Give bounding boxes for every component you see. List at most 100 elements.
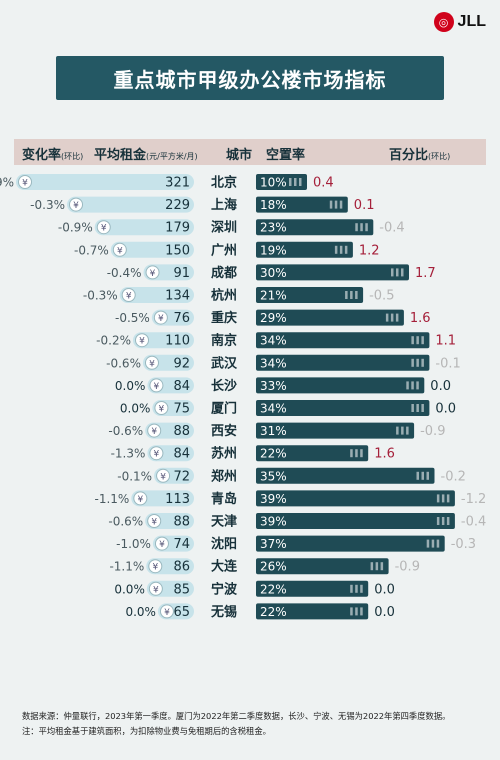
city-label: 青岛 bbox=[211, 491, 237, 507]
vacancy-bar-stripe bbox=[436, 517, 440, 525]
city-label: 沈阳 bbox=[211, 536, 237, 552]
vacancy-bar bbox=[256, 377, 425, 394]
vacancy-bar-stripe bbox=[411, 381, 414, 390]
vacancy-bar-stripe bbox=[365, 223, 368, 232]
vacancy-label: 37% bbox=[260, 537, 287, 551]
yen-icon-glyph: ¥ bbox=[160, 472, 166, 482]
percent-change-label: -0.5 bbox=[369, 289, 394, 304]
rent-value-label: 179 bbox=[165, 221, 190, 236]
footer-notes: 数据来源：仲量联行，2023年第一季度。厦门为2022年第二季度数据，长沙、宁波… bbox=[22, 709, 492, 739]
city-label: 上海 bbox=[211, 197, 237, 213]
change-rate-label: -0.1% bbox=[117, 469, 152, 483]
vacancy-bar bbox=[256, 400, 430, 416]
yen-icon bbox=[135, 333, 150, 348]
change-rate-label: -0.9% bbox=[0, 176, 14, 190]
vacancy-bar-stripe bbox=[339, 200, 343, 209]
vacancy-label: 23% bbox=[260, 221, 287, 235]
rent-value-label: 88 bbox=[173, 515, 190, 530]
yen-icon-glyph: ¥ bbox=[139, 337, 145, 347]
change-rate-label: -1.1% bbox=[109, 560, 144, 574]
change-rate-label: -0.6% bbox=[108, 424, 143, 438]
city-label: 杭州 bbox=[211, 288, 237, 304]
vacancy-bar-stripe bbox=[329, 200, 333, 209]
change-rate-label: 0.0% bbox=[120, 402, 151, 416]
jll-logo-icon: ◎ bbox=[433, 12, 454, 32]
vacancy-bar bbox=[256, 332, 430, 349]
vacancy-bar bbox=[256, 219, 374, 236]
vacancy-bar-stripe bbox=[401, 426, 404, 435]
vacancy-bar-stripe bbox=[436, 494, 440, 503]
vacancy-bar-stripe bbox=[396, 426, 399, 435]
vacancy-bar-stripe bbox=[355, 449, 358, 458]
change-rate-label: -1.0% bbox=[116, 537, 151, 551]
rent-bar bbox=[119, 287, 194, 303]
rent-bar bbox=[16, 174, 194, 190]
yen-icon bbox=[149, 446, 164, 461]
rent-value-label: 110 bbox=[165, 334, 190, 349]
city-label: 大连 bbox=[211, 559, 238, 575]
page-title: 重点城市甲级办公楼市场指标 bbox=[56, 56, 444, 100]
rent-bar bbox=[133, 332, 194, 349]
vacancy-bar-stripe bbox=[350, 449, 353, 458]
change-rate-label: -0.6% bbox=[108, 515, 143, 529]
yen-icon-glyph: ¥ bbox=[154, 450, 160, 460]
vacancy-bar-stripe bbox=[446, 494, 450, 503]
vacancy-bar-stripe bbox=[446, 517, 450, 525]
yen-icon bbox=[149, 378, 164, 393]
yen-icon bbox=[112, 242, 127, 257]
vacancy-bar-stripe bbox=[294, 178, 297, 186]
yen-icon-glyph: ¥ bbox=[153, 585, 159, 595]
jll-logo-text: JLL bbox=[457, 13, 486, 30]
percent-change-label: 0.0 bbox=[435, 402, 456, 417]
percent-change-label: 1.6 bbox=[374, 447, 395, 462]
vacancy-bar bbox=[256, 309, 404, 326]
vacancy-bar-stripe bbox=[436, 539, 440, 548]
vacancy-bar-stripe bbox=[289, 178, 292, 186]
city-label: 北京 bbox=[211, 175, 237, 191]
vacancy-bar-stripe bbox=[299, 178, 302, 186]
vacancy-label: 18% bbox=[260, 198, 287, 212]
vacancy-bar-stripe bbox=[355, 607, 358, 616]
change-rate-label: 0.0% bbox=[115, 379, 146, 393]
yen-icon bbox=[147, 423, 162, 438]
jll-logo: ◎ JLL bbox=[433, 12, 486, 32]
vacancy-bar bbox=[256, 287, 364, 303]
vacancy-bar-stripe bbox=[370, 562, 374, 571]
city-label: 天津 bbox=[211, 514, 237, 530]
city-label: 宁波 bbox=[211, 581, 238, 597]
vacancy-bar-stripe bbox=[390, 313, 394, 322]
vacancy-bar bbox=[256, 354, 430, 371]
header-pct-note: (环比) bbox=[428, 152, 451, 161]
yen-icon bbox=[145, 265, 160, 280]
vacancy-bar-stripe bbox=[355, 584, 358, 593]
rent-value-label: 91 bbox=[173, 266, 190, 281]
percent-change-label: 0.0 bbox=[374, 605, 395, 620]
vacancy-bar-stripe bbox=[334, 245, 338, 254]
vacancy-bar bbox=[256, 241, 353, 258]
vacancy-bar-stripe bbox=[441, 494, 445, 503]
yen-icon-glyph: ¥ bbox=[152, 563, 158, 573]
footer-source: 数据来源：仲量联行，2023年第一季度。厦门为2022年第二季度数据，长沙、宁波… bbox=[22, 711, 451, 721]
rent-value-label: 113 bbox=[165, 492, 190, 507]
yen-icon bbox=[18, 175, 32, 189]
vacancy-bar-stripe bbox=[355, 291, 358, 299]
vacancy-bar bbox=[256, 467, 435, 484]
vacancy-bar-stripe bbox=[339, 245, 343, 254]
change-rate-label: -0.2% bbox=[96, 334, 131, 348]
percent-change-label: 0.4 bbox=[313, 176, 334, 191]
vacancy-bar-stripe bbox=[360, 449, 363, 458]
vacancy-bar-stripe bbox=[406, 381, 409, 390]
percent-change-label: 0.0 bbox=[374, 582, 395, 597]
header-city: 城市 bbox=[226, 148, 253, 163]
yen-icon-glyph: ¥ bbox=[151, 427, 157, 437]
rent-value-label: 76 bbox=[173, 311, 190, 326]
yen-icon-glyph: ¥ bbox=[150, 269, 156, 279]
change-rate-label: -1.1% bbox=[95, 492, 130, 506]
vacancy-bar-stripe bbox=[355, 223, 358, 232]
yen-icon-glyph: ¥ bbox=[137, 495, 143, 505]
vacancy-label: 35% bbox=[260, 469, 287, 483]
vacancy-label: 10% bbox=[260, 176, 287, 190]
yen-icon bbox=[148, 581, 163, 596]
percent-change-label: -0.3 bbox=[451, 537, 476, 552]
vacancy-bar-stripe bbox=[421, 358, 424, 367]
